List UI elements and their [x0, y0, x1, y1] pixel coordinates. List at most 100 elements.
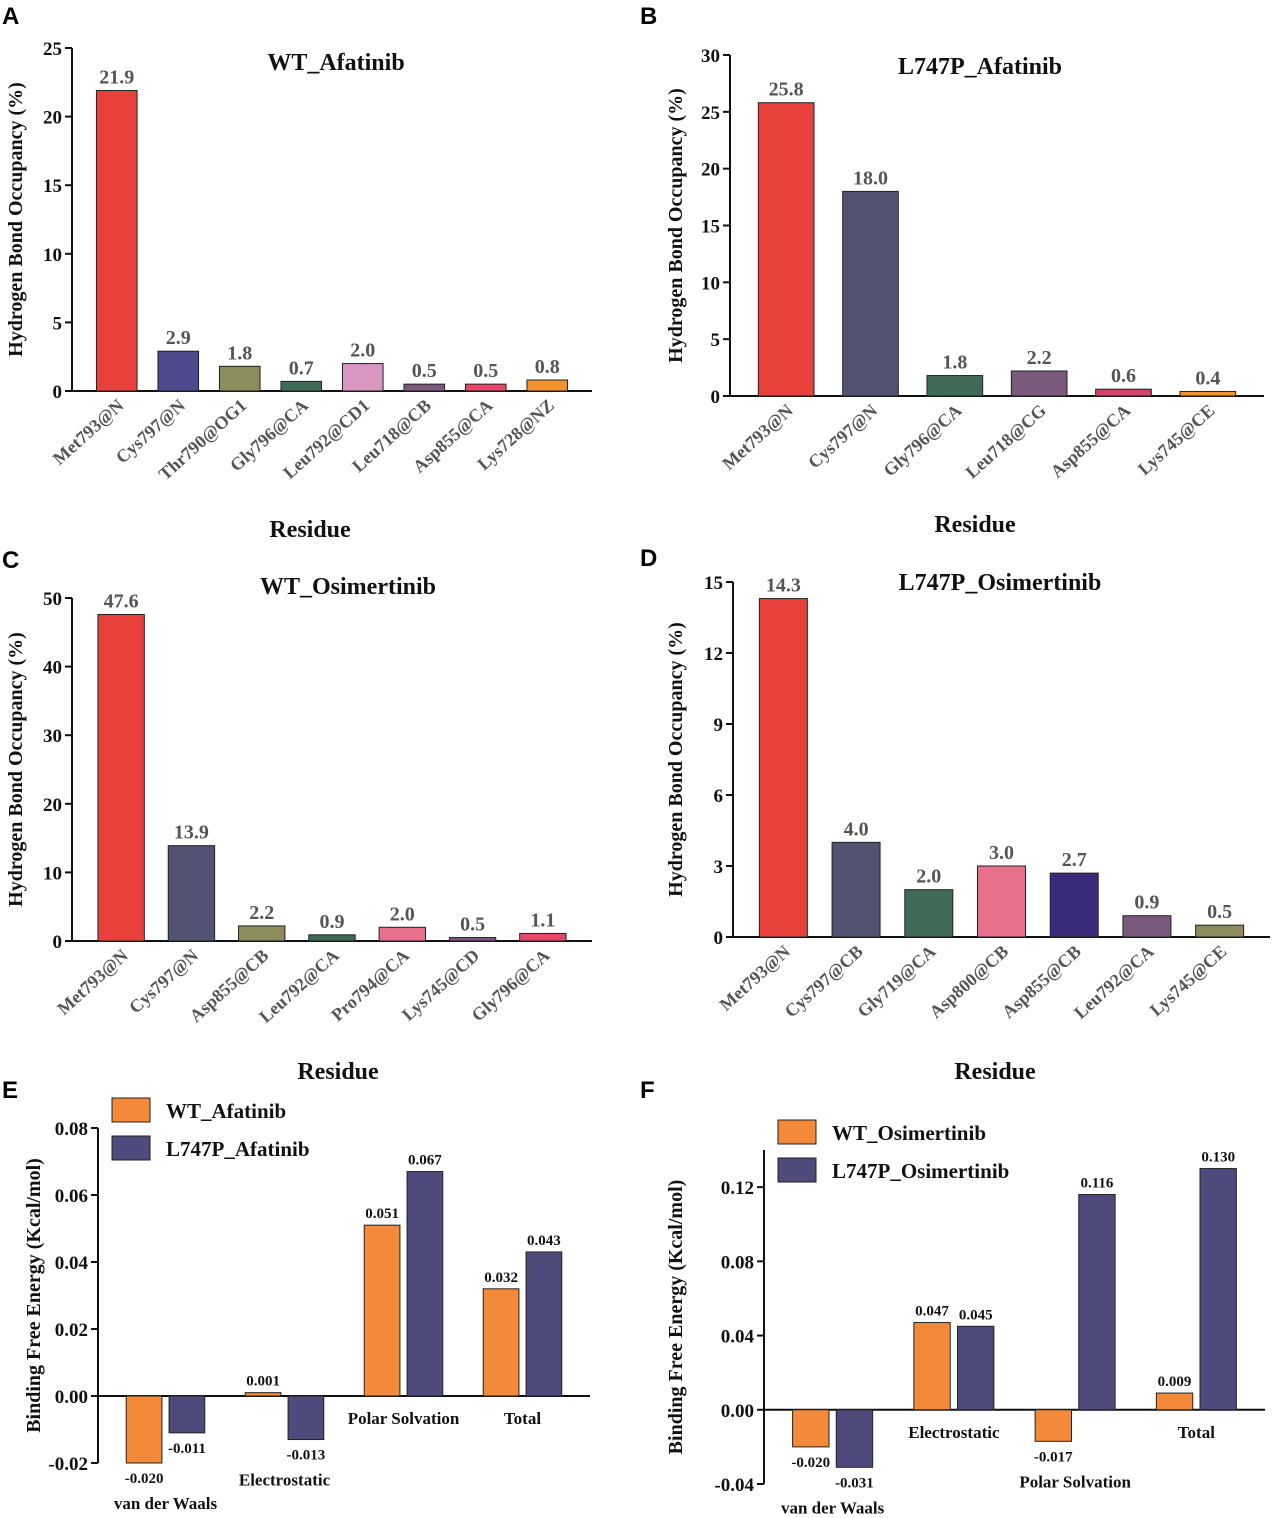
- legend-label: L747P_Osimertinib: [832, 1159, 1009, 1183]
- x-axis-label: Residue: [297, 1059, 379, 1085]
- bar-Met793@N: [757, 102, 815, 397]
- data-label: -0.020: [791, 1455, 830, 1471]
- category-label: Leu792@CA: [1070, 941, 1158, 1023]
- y-tick-label: 12: [704, 644, 723, 665]
- legend-label: L747P_Afatinib: [166, 1137, 310, 1161]
- y-tick-label: 0.00: [721, 1401, 754, 1422]
- category-label: Leu718@CG: [962, 400, 1050, 482]
- category-label: Asp800@CB: [925, 941, 1012, 1022]
- chart-title: L747P_Afatinib: [898, 54, 1062, 80]
- bar-Cys797@N: [167, 845, 216, 942]
- bar-L747P_Osimertinib-van der Waals: [835, 1409, 874, 1468]
- category-label: van der Waals: [781, 1498, 885, 1517]
- data-label: -0.020: [125, 1471, 164, 1487]
- data-label: 0.009: [1158, 1374, 1192, 1390]
- category-label: Gly796@CA: [879, 400, 965, 480]
- chart-panel-E: E -0.02 0.00 0.02 0.04 0.06 0.08 Binding Free E…: [2, 1077, 590, 1513]
- data-label: 0.043: [527, 1233, 561, 1249]
- category-label: Electrostatic: [239, 1471, 331, 1490]
- y-tick-label: 20: [43, 795, 62, 816]
- x-axis-label: Residue: [269, 517, 351, 543]
- y-tick-label: 10: [43, 245, 62, 266]
- bar-WT_Afatinib-Electrostatic: [244, 1392, 282, 1397]
- data-label: 0.5: [460, 914, 485, 936]
- y-axis-label: Hydrogen Bond Occupancy (%): [5, 632, 27, 907]
- chart-panel-F: F -0.04 0.00 0.04 0.08 0.12 Binding Free Energ…: [640, 1077, 1265, 1517]
- data-label: -0.011: [168, 1441, 206, 1457]
- category-label: Met793@N: [715, 941, 794, 1015]
- bar-L747P_Osimertinib-Polar Solvation: [1078, 1194, 1116, 1411]
- y-tick-label: -0.02: [48, 1454, 88, 1475]
- category-label: Asp855@CA: [1047, 400, 1135, 482]
- data-label: 0.051: [365, 1206, 399, 1222]
- bar-Leu792@CA: [308, 934, 356, 942]
- bar-Leu718@CG: [1010, 370, 1068, 397]
- data-label: 47.6: [104, 590, 139, 612]
- y-axis-label: Hydrogen Bond Occupancy (%): [5, 82, 27, 357]
- bar-L747P_Osimertinib-Total: [1199, 1168, 1237, 1411]
- x-axis-label: Residue: [934, 512, 1016, 538]
- bar-Asp855@CA: [1095, 388, 1152, 397]
- category-label: Polar Solvation: [348, 1409, 460, 1428]
- category-label: van der Waals: [114, 1494, 218, 1513]
- y-tick-label: 10: [43, 863, 62, 884]
- bar-WT_Osimertinib-Total: [1155, 1392, 1194, 1411]
- y-tick-label: 40: [43, 658, 62, 679]
- y-tick-label: 50: [43, 589, 62, 610]
- data-label: 4.0: [844, 818, 869, 840]
- data-label: 1.1: [530, 909, 555, 931]
- y-tick-label: 0.08: [721, 1252, 754, 1273]
- data-label: 0.5: [412, 360, 437, 382]
- data-label: 2.2: [1027, 347, 1052, 369]
- y-tick-label: 25: [701, 103, 720, 124]
- y-tick-label: 15: [704, 573, 723, 594]
- category-label: Polar Solvation: [1019, 1472, 1131, 1491]
- bar-L747P_Osimertinib-Electrostatic: [957, 1325, 995, 1411]
- data-label: 0.047: [915, 1304, 949, 1320]
- data-label: 0.9: [320, 911, 345, 933]
- data-label: 0.9: [1134, 892, 1159, 914]
- data-label: 0.130: [1201, 1150, 1235, 1166]
- data-label: 0.067: [408, 1153, 442, 1169]
- bar-WT_Afatinib-Polar Solvation: [363, 1224, 401, 1397]
- bar-Leu792@CA: [1122, 915, 1172, 938]
- chart-title: WT_Osimertinib: [260, 574, 436, 600]
- data-label: 3.0: [989, 842, 1014, 864]
- data-label: 0.032: [484, 1270, 518, 1286]
- y-tick-label: 0.04: [721, 1327, 755, 1348]
- y-tick-label: 25: [43, 39, 62, 60]
- bar-Pro794@CA: [378, 926, 426, 942]
- category-label: Cys797@CB: [781, 941, 867, 1021]
- bar-Thr790@OG1: [218, 365, 261, 392]
- y-tick-label: 0: [53, 382, 63, 403]
- bar-Lys728@NZ: [526, 379, 569, 392]
- bar-Lys745@CD: [448, 937, 497, 942]
- chart-panel-D: D L747P_Osimertinib 0 3 6 9 12 15 Hydrogen Bond …: [640, 545, 1270, 1085]
- bar-Gly796@CA: [926, 375, 984, 397]
- bar-Asp855@CA: [464, 383, 507, 392]
- data-label: 0.8: [535, 356, 560, 378]
- y-tick-label: 0: [53, 932, 63, 953]
- data-label: 1.8: [227, 342, 252, 364]
- data-label: 2.0: [916, 866, 941, 888]
- bar-WT_Osimertinib-Electrostatic: [913, 1322, 951, 1411]
- data-label: -0.013: [287, 1448, 326, 1464]
- bar-Gly796@CA: [280, 380, 323, 392]
- category-label: Lys745@CE: [1134, 400, 1219, 479]
- bar-Lys745@CE: [1195, 924, 1245, 938]
- data-label: -0.017: [1034, 1449, 1073, 1465]
- chart-title: WT_Afatinib: [267, 50, 404, 76]
- bar-Gly796@CA: [519, 932, 567, 942]
- legend-swatch: [111, 1135, 151, 1161]
- data-label: 0.001: [246, 1374, 280, 1390]
- data-label: 0.6: [1111, 365, 1136, 387]
- y-tick-label: 15: [701, 217, 720, 238]
- category-label: Electrostatic: [908, 1423, 1000, 1442]
- y-axis-label: Binding Free Energy (Kcal/mol): [23, 1158, 45, 1433]
- data-label: 13.9: [174, 822, 209, 844]
- bar-L747P_Afatinib-Polar Solvation: [406, 1171, 444, 1397]
- bar-WT_Afatinib-Total: [482, 1288, 520, 1397]
- bar-WT_Osimertinib-van der Waals: [792, 1409, 830, 1448]
- y-tick-label: -0.04: [714, 1475, 754, 1496]
